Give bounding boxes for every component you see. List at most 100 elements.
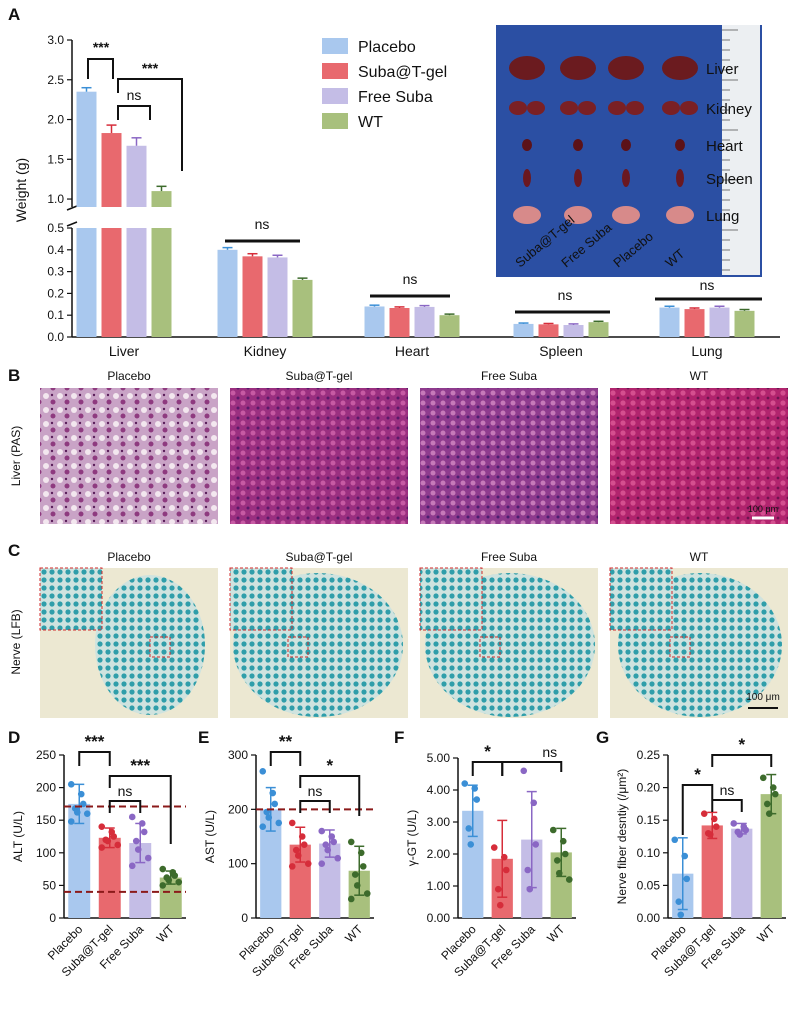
- a-bar-Placebo-Kidney: [217, 249, 238, 337]
- g-data-point: [763, 800, 771, 808]
- organ-kidney: [578, 101, 596, 115]
- d-data-point: [98, 823, 106, 831]
- e-data-point: [324, 846, 332, 854]
- f-y-tick-label: 3.00: [427, 815, 451, 829]
- e-data-point: [318, 827, 326, 835]
- a-bar-WT-Spleen: [588, 322, 609, 337]
- d-bar-Placebo: [68, 803, 91, 918]
- photo-organ-label: Liver: [706, 61, 739, 78]
- f-x-tick-label: WT: [544, 922, 568, 946]
- legend-swatch: [322, 38, 348, 54]
- f-data-point: [526, 885, 534, 893]
- g-data-point: [736, 831, 744, 838]
- g-sig-label: *: [694, 765, 701, 784]
- g-data-point: [765, 810, 773, 817]
- panel-letter-b: B: [8, 366, 20, 385]
- g-y-axis-label: Nerve fiber desntiy (/μm²): [615, 769, 629, 905]
- e-data-point: [294, 852, 302, 859]
- g-sig-bracket: [681, 784, 714, 835]
- a-bar-Placebo-Lung: [659, 307, 680, 337]
- e-data-point: [322, 841, 330, 848]
- d-sig-bracket: [108, 800, 142, 813]
- d-bar-Suba@T-gel: [98, 837, 121, 918]
- photo-organ-label: Kidney: [706, 101, 752, 118]
- f-sig-label: *: [484, 742, 491, 761]
- legend-label: Placebo: [358, 39, 416, 56]
- d-data-point: [110, 833, 118, 840]
- g-data-point: [712, 823, 720, 831]
- e-data-point: [271, 800, 279, 808]
- a-bar-Suba@T-gel-Spleen: [538, 324, 559, 337]
- g-data-point: [706, 831, 714, 838]
- g-data-point: [742, 826, 750, 834]
- g-data-point: [771, 790, 779, 798]
- g-data-point: [675, 898, 683, 905]
- e-data-point: [334, 854, 342, 862]
- c-row-label: Nerve (LFB): [9, 609, 23, 674]
- g-bar-Suba@T-gel: [701, 825, 723, 918]
- a-bar-Suba@T-gel-Heart: [389, 308, 410, 337]
- g-y-tick-label: 0.20: [637, 781, 661, 795]
- a-bar-Free Suba-Lung: [709, 307, 730, 337]
- f-data-point: [490, 844, 498, 851]
- f-y-tick-label: 4.00: [427, 783, 451, 797]
- c-image-title: Free Suba: [481, 550, 537, 564]
- legend-swatch: [322, 113, 348, 129]
- a-bar-Placebo-Spleen: [513, 323, 534, 337]
- g-data-point: [769, 784, 777, 791]
- c-scale-label: 100 μm: [746, 692, 780, 703]
- organ-spleen: [676, 169, 684, 187]
- d-data-point: [104, 837, 112, 845]
- f-data-point: [500, 853, 508, 861]
- d-data-point: [98, 844, 106, 851]
- g-sig-label: ns: [720, 782, 735, 798]
- f-bar-Placebo: [462, 810, 484, 918]
- f-sig-bracket: [501, 761, 563, 776]
- g-y-tick-label: 0.15: [637, 813, 661, 827]
- organ-liver: [608, 56, 644, 80]
- a-bar-Placebo-Liver: [76, 91, 97, 207]
- legend-label: WT: [358, 114, 383, 131]
- f-data-point: [520, 767, 528, 775]
- a-bar-Suba@T-gel-Kidney: [242, 256, 263, 337]
- e-sig-bracket: [269, 751, 302, 766]
- organ-kidney: [626, 101, 644, 115]
- nerve-inset-region: [479, 636, 501, 658]
- legend-label: Free Suba: [358, 89, 433, 106]
- f-bar-WT: [550, 852, 572, 918]
- f-data-point: [496, 901, 504, 909]
- d-data-point: [132, 837, 140, 845]
- e-y-axis-label: AST (U/L): [203, 810, 217, 863]
- e-data-point: [359, 863, 367, 870]
- a-bar-Free Suba-Liver: [126, 145, 147, 207]
- panel-letter-d: D: [8, 728, 20, 747]
- f-sig-bracket: [471, 761, 504, 776]
- e-data-point: [363, 890, 371, 897]
- g-bar-WT: [760, 794, 782, 918]
- panel-letter-a: A: [8, 5, 20, 24]
- d-data-point: [67, 818, 75, 825]
- b-scale-label: 100 μm: [748, 504, 778, 514]
- g-data-point: [677, 911, 685, 919]
- a-bar-Suba@T-gel-Lung: [684, 309, 705, 337]
- g-data-point: [730, 820, 738, 827]
- e-sig-label: *: [326, 756, 333, 775]
- f-sig-label: ns: [542, 744, 557, 760]
- d-data-point: [159, 865, 167, 873]
- a-y-axis-label: Weight (g): [13, 158, 29, 222]
- a-y-tick-label: 1.0: [47, 192, 64, 206]
- d-data-point: [175, 878, 183, 886]
- f-y-tick-label: 5.00: [427, 751, 451, 765]
- e-y-tick-label: 300: [228, 748, 248, 762]
- a-sig-label: ns: [127, 87, 142, 103]
- organ-heart: [522, 139, 532, 151]
- d-data-point: [128, 813, 136, 821]
- organ-lung: [666, 206, 694, 224]
- a-y-tick-label: 1.5: [47, 152, 64, 166]
- d-data-point: [138, 820, 146, 827]
- e-y-tick-label: 100: [228, 857, 248, 871]
- g-data-point: [700, 810, 708, 817]
- f-data-point: [502, 866, 510, 874]
- photo-organ-label: Lung: [706, 208, 739, 225]
